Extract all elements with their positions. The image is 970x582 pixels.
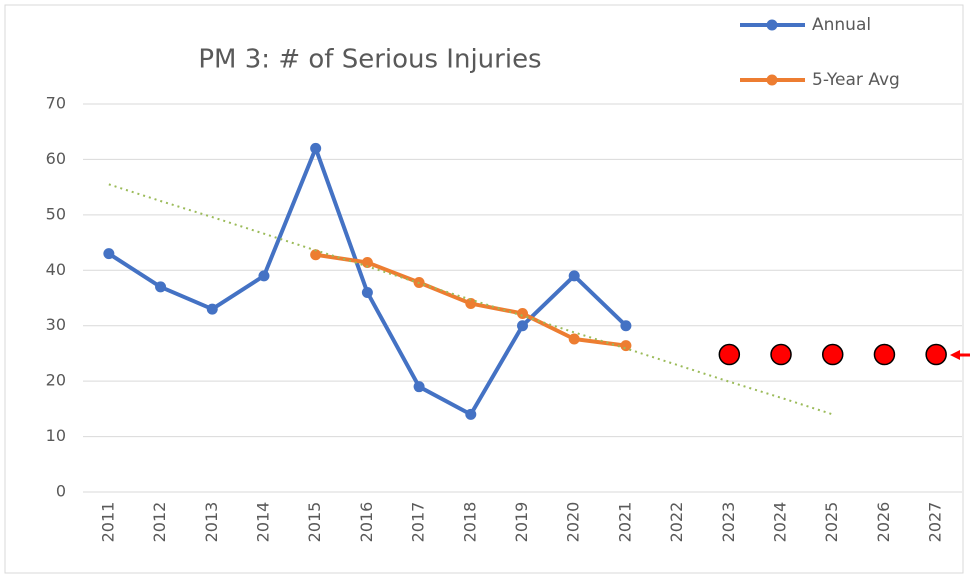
data-point — [620, 320, 632, 332]
data-point — [568, 270, 580, 282]
x-tick-label: 2019 — [512, 502, 531, 543]
y-tick-label: 70 — [46, 94, 66, 113]
x-tick-label: 2025 — [822, 502, 841, 543]
legend-label: 5-Year Avg — [812, 70, 900, 90]
y-tick-label: 10 — [46, 426, 66, 445]
target-point — [770, 343, 792, 366]
x-tick-label: 2024 — [771, 502, 790, 543]
legend-label: Annual — [812, 15, 871, 35]
x-tick-label: 2015 — [305, 502, 324, 543]
target-point — [821, 343, 844, 366]
y-tick-label: 60 — [46, 149, 66, 168]
x-tick-label: 2022 — [667, 502, 686, 543]
y-tick-label: 30 — [46, 315, 66, 334]
y-tick-label: 20 — [46, 371, 66, 390]
x-tick-label: 2023 — [719, 502, 738, 543]
data-point — [258, 270, 270, 282]
y-tick-label: 40 — [46, 260, 66, 279]
chart-title: PM 3: # of Serious Injuries — [198, 45, 541, 75]
arrow-head — [950, 350, 960, 360]
x-tick-label: 2017 — [409, 502, 428, 543]
data-point — [517, 308, 528, 320]
data-point — [568, 333, 580, 345]
data-point — [155, 281, 167, 293]
x-tick-label: 2012 — [150, 502, 169, 543]
data-point — [620, 340, 632, 352]
y-tick-label: 0 — [56, 482, 66, 501]
x-tick-label: 2016 — [357, 502, 376, 543]
data-point — [310, 142, 322, 154]
data-point — [413, 381, 425, 393]
x-tick-label: 2020 — [564, 502, 583, 543]
target-point — [873, 343, 896, 366]
legend-marker — [766, 19, 778, 31]
x-tick-label: 2018 — [460, 502, 479, 543]
y-tick-label: 50 — [46, 204, 66, 223]
trendline — [108, 183, 834, 416]
data-point — [465, 408, 477, 420]
x-tick-label: 2011 — [98, 502, 117, 543]
data-point — [206, 303, 218, 315]
data-point — [361, 286, 373, 298]
data-point — [517, 320, 528, 332]
data-point — [310, 249, 322, 261]
target-point — [718, 343, 741, 366]
target-point — [925, 343, 947, 366]
x-tick-label: 2021 — [615, 502, 634, 543]
x-tick-label: 2026 — [874, 502, 893, 543]
data-point — [361, 257, 373, 269]
data-point — [465, 298, 477, 310]
x-tick-label: 2014 — [253, 502, 272, 543]
x-tick-label: 2013 — [202, 502, 221, 543]
data-point — [103, 248, 115, 260]
legend-marker — [766, 74, 778, 86]
chart-border — [4, 4, 964, 574]
x-tick-label: 2027 — [926, 502, 945, 543]
